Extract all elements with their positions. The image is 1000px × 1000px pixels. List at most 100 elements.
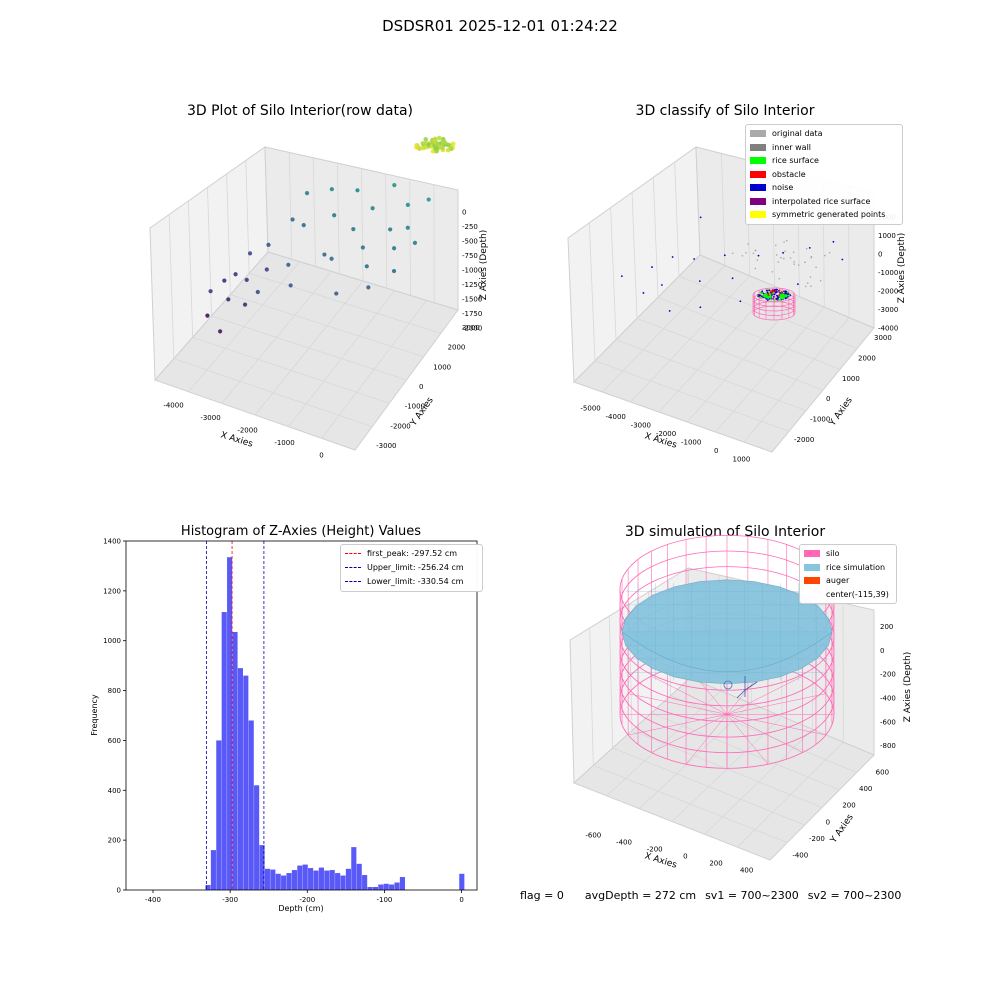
noise-point	[808, 246, 811, 249]
original-point	[754, 267, 757, 270]
original-point	[771, 270, 774, 273]
original-point	[797, 264, 800, 266]
classify-3d-plot: -5000 -4000 -3000 -2000 -1000 0 1000 -2000 -1000…	[567, 146, 907, 464]
original-point	[780, 256, 782, 259]
histogram-bar	[335, 873, 341, 890]
original-point	[804, 261, 806, 264]
raw-data-point	[264, 267, 269, 272]
surface-point	[788, 294, 791, 297]
legend-item: center(-115,39)	[804, 588, 892, 602]
tick-label: 0	[319, 452, 323, 460]
silo-floor-line	[685, 714, 728, 765]
legend-label: original data	[772, 129, 823, 138]
legend-label: noise	[772, 183, 794, 192]
surface-point	[784, 297, 787, 300]
raw-data-point	[288, 283, 293, 288]
legend-swatch	[345, 581, 361, 582]
original-point	[789, 257, 792, 259]
simulation-title: 3D simulation of Silo Interior	[624, 524, 826, 540]
legend-label: Upper_limit: -256.24 cm	[367, 563, 464, 572]
histogram-bar	[237, 668, 243, 890]
histogram-bar	[270, 869, 276, 890]
status-line: flag = 0 avgDepth = 272 cm sv1 = 700~230…	[520, 889, 940, 902]
histogram-bar	[254, 785, 260, 890]
histogram-chart: -400 -300 -200 -100 0 0 200 400 600 800 1000 1200 14…	[90, 538, 478, 913]
silo-floor-line	[726, 714, 803, 753]
tick-label: -1000	[878, 269, 898, 277]
tick-label: 1000	[733, 456, 751, 464]
grid-line	[721, 153, 726, 266]
status-avg-depth: avgDepth = 272 cm	[584, 889, 697, 902]
y-tick-label: 1400	[103, 538, 121, 546]
raw-cluster-point	[436, 135, 442, 141]
x-tick-label: 0	[459, 896, 463, 904]
tick-label: -400	[792, 852, 808, 860]
original-point	[745, 251, 747, 254]
rice-surface-point	[780, 293, 783, 296]
raw-data-point	[290, 217, 295, 222]
surface-point	[785, 290, 788, 293]
legend-item: interpolated rice surface	[750, 195, 898, 209]
obstacle-point	[767, 292, 770, 295]
surface-point	[768, 289, 771, 292]
original-point	[774, 244, 777, 247]
grid-line	[288, 152, 293, 260]
tick-label: -5000	[580, 404, 600, 412]
tick-label: 1000	[433, 363, 451, 371]
legend-label: rice surface	[772, 156, 819, 165]
tick-label: 0	[462, 208, 466, 216]
silo-floor-line	[726, 693, 826, 715]
surface-point	[786, 293, 789, 296]
grid-line	[601, 265, 726, 393]
histogram-bar	[286, 873, 292, 890]
raw-plot-title: 3D Plot of Silo Interior(row data)	[186, 103, 414, 119]
raw-data-point	[426, 197, 431, 202]
tick-label: 2000	[858, 355, 876, 363]
tick-label: -400	[880, 694, 896, 702]
original-point	[806, 282, 809, 284]
y-tick-label: 800	[108, 687, 121, 695]
legend-item: Upper_limit: -256.24 cm	[345, 561, 478, 575]
original-point	[747, 243, 749, 245]
original-point	[828, 251, 831, 254]
raw-data-point	[392, 183, 397, 188]
histogram-bar	[232, 631, 238, 890]
original-point	[778, 277, 781, 280]
histogram-reference-lines	[206, 541, 265, 890]
original-point	[741, 254, 744, 257]
histogram-bar	[459, 873, 465, 890]
raw-data-point	[355, 188, 360, 193]
surface-point	[772, 297, 774, 300]
tick-label: -2000	[878, 288, 898, 296]
rice-surface-point	[785, 295, 788, 298]
histogram-bar	[210, 850, 216, 890]
rice-surface-point	[780, 295, 783, 298]
histogram-bar	[356, 863, 362, 890]
simulation-y-axis-label: Y Axies	[828, 812, 856, 845]
histogram-bar	[243, 675, 249, 890]
legend-swatch	[750, 143, 766, 151]
raw-ticks-layer: -4000 -3000 -2000 -1000 0 -3000 -2000 -1000 0 100…	[163, 208, 482, 459]
surface-point	[784, 292, 787, 295]
raw-data-point	[322, 252, 327, 257]
y-tick-label: 400	[108, 787, 121, 795]
surface-point	[759, 294, 762, 297]
legend-swatch	[750, 184, 766, 191]
silo-floor-line	[726, 675, 803, 715]
tick-label: 200	[709, 860, 722, 868]
histogram-bar	[259, 845, 265, 890]
raw-data-point	[247, 251, 253, 256]
histogram-bar	[378, 884, 384, 890]
histogram-bar	[324, 870, 330, 890]
histogram-bar	[329, 870, 335, 890]
original-point	[819, 279, 822, 282]
legend-swatch	[750, 157, 766, 164]
rice-surface-point	[769, 295, 772, 298]
grid-line	[187, 200, 194, 338]
tick-label: 0	[714, 447, 718, 455]
classify-z-axis-label: Z Axies (Depth)	[897, 233, 907, 304]
legend-item: rice surface	[750, 154, 898, 168]
raw-points-layer	[205, 135, 456, 334]
raw-data-point	[370, 206, 375, 211]
grid-line	[630, 275, 751, 403]
